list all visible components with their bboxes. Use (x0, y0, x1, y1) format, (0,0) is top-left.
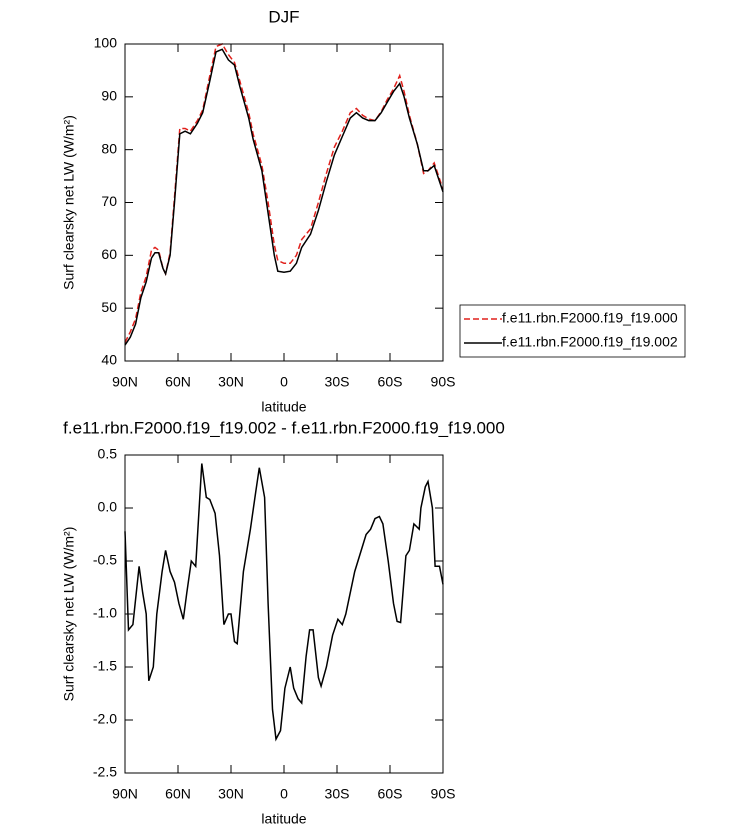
x-tick-label: 90N (112, 786, 138, 802)
y-tick-label: 0.0 (98, 499, 118, 515)
y-tick-label: 70 (101, 193, 117, 209)
x-tick-label: 60N (165, 374, 191, 390)
x-tick-label: 90S (431, 786, 456, 802)
y-tick-label: 50 (101, 299, 117, 315)
x-tick-label: 60S (378, 786, 403, 802)
x-tick-label: 0 (280, 786, 288, 802)
y-tick-label: -1.5 (93, 658, 117, 674)
plot-frame (124, 454, 444, 774)
legend-box (459, 304, 686, 358)
y-axis-label: Surf clearsky net LW (W/m²) (61, 527, 77, 702)
y-tick-label: -2.0 (93, 711, 117, 727)
x-tick-label: 60S (378, 374, 403, 390)
legend-label: f.e11.rbn.F2000.f19_f19.002 (502, 334, 678, 350)
y-tick-label: 40 (101, 352, 117, 368)
x-axis-label: latitude (261, 811, 306, 827)
chart-title: DJF (268, 7, 299, 26)
y-tick-label: 100 (94, 35, 118, 51)
x-tick-label: 0 (280, 374, 288, 390)
x-tick-label: 90S (431, 374, 456, 390)
x-tick-label: 30N (218, 786, 244, 802)
x-tick-label: 60N (165, 786, 191, 802)
y-axis-label: Surf clearsky net LW (W/m²) (61, 115, 77, 290)
y-tick-label: 90 (101, 88, 117, 104)
data-line (124, 463, 444, 742)
y-tick-label: -1.0 (93, 605, 117, 621)
chart-title: f.e11.rbn.F2000.f19_f19.002 - f.e11.rbn.… (63, 418, 505, 437)
x-tick-label: 30N (218, 374, 244, 390)
x-tick-label: 30S (325, 374, 350, 390)
y-tick-label: 60 (101, 246, 117, 262)
x-tick-label: 30S (325, 786, 350, 802)
legend-label: f.e11.rbn.F2000.f19_f19.000 (502, 310, 678, 326)
y-tick-label: 0.5 (98, 446, 118, 462)
y-tick-label: -0.5 (93, 552, 117, 568)
plot-frame (124, 43, 444, 362)
x-tick-label: 90N (112, 374, 138, 390)
y-tick-label: -2.5 (93, 764, 117, 780)
y-tick-label: 80 (101, 140, 117, 156)
x-axis-label: latitude (261, 399, 306, 415)
data-line (124, 48, 444, 346)
